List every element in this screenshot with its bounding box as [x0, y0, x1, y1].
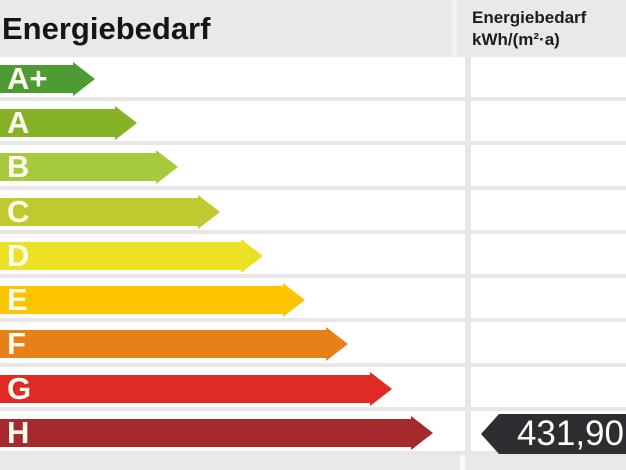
- rating-row-aplus: A+: [0, 57, 626, 102]
- rating-letter: D: [7, 237, 30, 273]
- rating-row-e: E: [0, 278, 626, 323]
- rating-arrow-icon-g: [0, 371, 392, 406]
- header-column-divider: [452, 0, 457, 57]
- rating-letter: B: [7, 149, 30, 185]
- rating-row-g: G: [0, 367, 626, 411]
- value-column-header: Energiebedarf kWh/(m²·a): [472, 7, 586, 51]
- rating-letter: F: [7, 326, 26, 362]
- rating-letter: E: [7, 282, 28, 318]
- rating-arrow-icon-e: [0, 283, 305, 318]
- rating-letter: A+: [7, 61, 48, 96]
- rating-letter: A: [7, 105, 30, 141]
- rating-arrow-icon-a: [0, 106, 137, 141]
- value-column-divider: [465, 57, 471, 455]
- chart-header: Energiebedarf Energiebedarf kWh/(m²·a): [0, 0, 626, 57]
- rating-scale: A+ A B C D E F G H 431,90: [0, 57, 626, 455]
- rating-row-f: F: [0, 322, 626, 367]
- rating-arrow-icon-c: [0, 194, 220, 229]
- rating-letter: H: [7, 414, 30, 450]
- rating-row-a: A: [0, 101, 626, 146]
- footer-column-divider: [460, 455, 465, 470]
- energy-value-badge: 431,90: [481, 414, 626, 454]
- value-column-header-line2: kWh/(m²·a): [472, 30, 560, 49]
- rating-row-h: H: [0, 411, 626, 455]
- value-badge-arrow-icon: [481, 414, 626, 454]
- energy-value-label: 431,90: [516, 414, 624, 453]
- rating-arrow-icon-d: [0, 238, 263, 273]
- rating-letter: G: [7, 370, 32, 406]
- chart-footer: [0, 455, 626, 470]
- rating-arrow-icon-b: [0, 150, 178, 185]
- rating-row-d: D: [0, 234, 626, 279]
- rating-arrow-icon-f: [0, 327, 348, 362]
- rating-letter: C: [7, 193, 30, 229]
- chart-title: Energiebedarf: [2, 10, 211, 46]
- value-column-header-line1: Energiebedarf: [472, 8, 587, 27]
- rating-row-b: B: [0, 145, 626, 190]
- rating-arrow-icon-aplus: [0, 62, 95, 96]
- rating-arrow-icon-h: [0, 415, 433, 450]
- rating-row-c: C: [0, 190, 626, 234]
